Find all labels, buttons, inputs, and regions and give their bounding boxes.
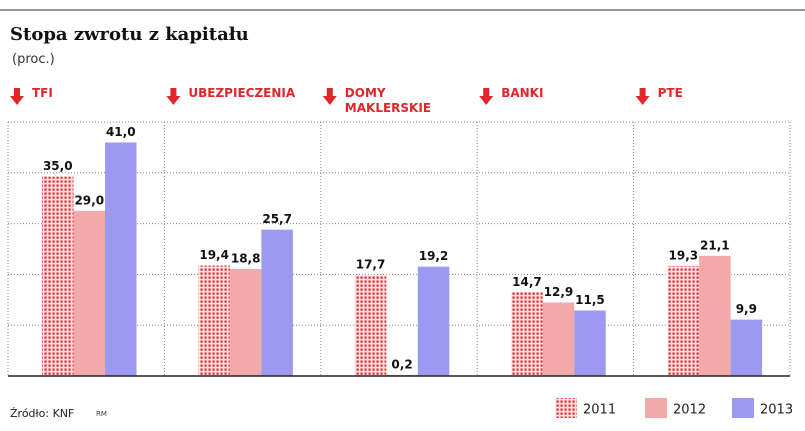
value-label: 19,4 — [199, 248, 229, 262]
value-label: 18,8 — [231, 251, 261, 265]
chart-subtitle: (proc.) — [12, 52, 55, 67]
category-label: BANKI — [501, 86, 544, 100]
bar — [542, 302, 575, 376]
chart-title: Stopa zwrotu z kapitału — [10, 24, 249, 45]
value-label: 14,7 — [512, 275, 542, 289]
category-arrow — [166, 88, 181, 105]
category-arrow — [635, 88, 650, 105]
value-label: 0,2 — [391, 357, 412, 371]
category-label: PTE — [657, 86, 683, 100]
category-arrow — [322, 88, 337, 105]
value-label: 25,7 — [262, 212, 292, 226]
bar — [417, 266, 450, 376]
source: Źródło: KNF — [10, 407, 74, 420]
legend-swatch — [732, 398, 754, 418]
bar — [261, 229, 293, 376]
category-arrow — [479, 88, 494, 105]
bar — [229, 268, 262, 376]
bar — [699, 255, 731, 376]
value-label: 35,0 — [43, 159, 73, 173]
category-label: DOMY MAKLERSKIE — [344, 86, 432, 115]
category-arrow — [10, 88, 24, 105]
bar — [73, 210, 105, 376]
bar — [574, 310, 606, 376]
legend-swatch — [645, 398, 667, 418]
value-label: 11,5 — [575, 293, 605, 307]
value-label: 17,7 — [356, 258, 386, 272]
value-label: 9,9 — [736, 302, 757, 316]
value-label: 19,3 — [669, 249, 699, 263]
bar — [198, 265, 230, 376]
bar — [354, 275, 387, 376]
bar — [667, 266, 700, 376]
bar — [42, 176, 74, 376]
credit: RM — [96, 410, 107, 418]
category-label: TFI — [32, 86, 53, 100]
bar — [511, 292, 543, 376]
value-label: 12,9 — [544, 285, 574, 299]
value-label: 29,0 — [74, 193, 104, 207]
legend-swatch — [555, 398, 577, 418]
bar — [730, 319, 763, 376]
legend-label: 2012 — [673, 403, 706, 418]
value-label: 19,2 — [419, 249, 449, 263]
legend-label: 2013 — [760, 403, 793, 418]
bar — [105, 142, 137, 376]
legend-label: 2011 — [583, 403, 616, 418]
value-label: 21,1 — [700, 238, 730, 252]
value-label: 41,0 — [106, 125, 136, 139]
category-label: UBEZPIECZENIA — [188, 86, 296, 100]
